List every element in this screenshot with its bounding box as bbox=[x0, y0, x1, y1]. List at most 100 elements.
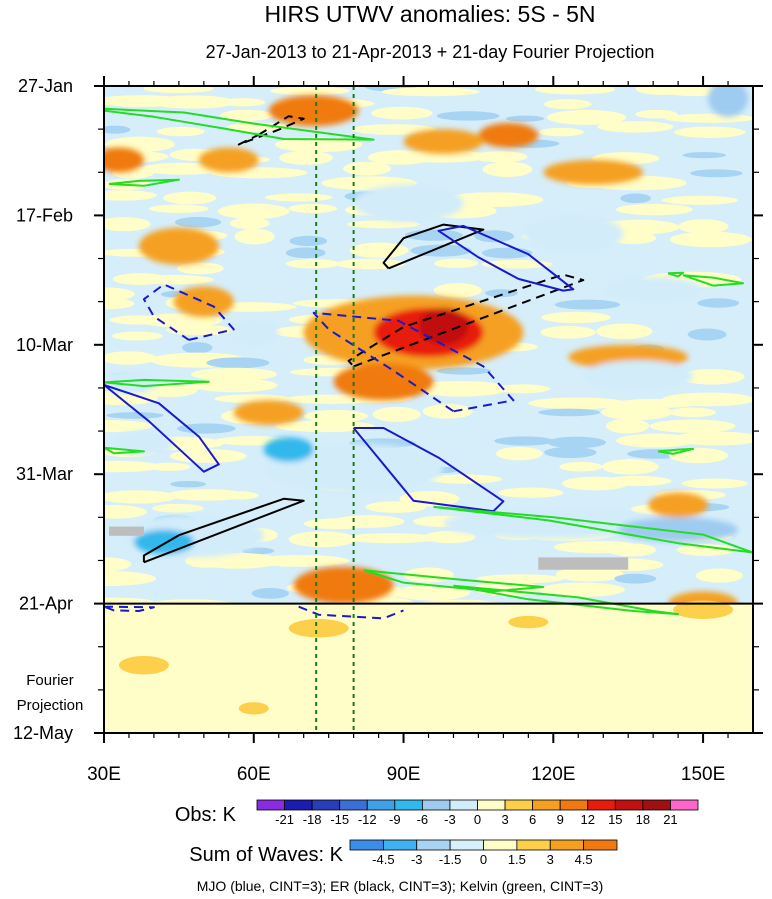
colorbar-tick-label: -15 bbox=[330, 812, 349, 827]
waves-legend: Sum of Waves: K -4.5 -3 -1.5 0 1.5 3 4.5 bbox=[189, 839, 618, 867]
colorbar-tick-label: -3 bbox=[411, 852, 423, 867]
colorbar-cell bbox=[532, 799, 561, 811]
x-tick-label: 120E bbox=[531, 764, 575, 785]
er-contour bbox=[347, 273, 585, 368]
bg-patch bbox=[217, 203, 290, 220]
bg-patch bbox=[669, 231, 752, 248]
bg-patch bbox=[422, 404, 473, 419]
projection-background bbox=[104, 603, 753, 733]
bg-patch bbox=[104, 557, 132, 572]
mjo-contour bbox=[312, 311, 515, 413]
kelvin-contour bbox=[104, 378, 210, 388]
bg-patch bbox=[345, 533, 438, 544]
colorbar-cell bbox=[559, 799, 589, 811]
bg-patch bbox=[104, 217, 151, 232]
bg-patch bbox=[539, 582, 625, 597]
bg-patch bbox=[423, 530, 476, 544]
colorbar-cell bbox=[366, 799, 396, 811]
bg-patch bbox=[436, 367, 492, 375]
colorbar-tick-label: 3 bbox=[501, 812, 508, 827]
anomaly-patch bbox=[333, 363, 434, 401]
anomaly-patch bbox=[268, 95, 359, 127]
kelvin-contour bbox=[657, 447, 695, 455]
bg-patch bbox=[194, 552, 282, 569]
obs-legend: Obs: K -21 -18 -15 -12 -9 -6 -3 0 3 6 9 12 15 18 21 bbox=[175, 799, 699, 827]
mjo-contour bbox=[437, 224, 575, 292]
bg-patch bbox=[190, 367, 278, 381]
bg-patch bbox=[528, 397, 628, 410]
anomaly-patch bbox=[233, 400, 304, 425]
missing-data-blocks bbox=[108, 526, 629, 570]
bg-patch bbox=[555, 567, 624, 582]
projection-label-line-2: Projection bbox=[17, 697, 84, 714]
bg-patch bbox=[104, 390, 159, 406]
obs-legend-colorbar: -21 -18 -15 -12 -9 -6 -3 0 3 6 9 12 15 18 21 bbox=[256, 799, 699, 827]
bg-patch bbox=[229, 217, 270, 230]
bg-patch bbox=[335, 258, 405, 270]
y-tick-label: 17-Feb bbox=[16, 205, 73, 225]
bg-patch bbox=[482, 161, 533, 177]
missing-data-block bbox=[538, 557, 629, 570]
bg-patch bbox=[498, 487, 564, 498]
bg-patch bbox=[251, 588, 289, 599]
bg-patch bbox=[427, 474, 503, 484]
anomaly-patch bbox=[104, 369, 159, 395]
mjo-contour bbox=[104, 383, 220, 473]
bg-patch bbox=[392, 585, 471, 601]
bg-patch bbox=[476, 574, 564, 584]
anomaly-patch bbox=[104, 147, 144, 173]
colorbar-tick-label: -4.5 bbox=[372, 852, 394, 867]
colorbar-tick-label: -12 bbox=[358, 812, 377, 827]
colorbar-cell bbox=[670, 799, 699, 811]
bg-patch bbox=[264, 193, 333, 202]
bg-patch bbox=[134, 274, 214, 285]
x-tick-label: 60E bbox=[237, 764, 271, 785]
anomaly-patch bbox=[603, 277, 704, 302]
kelvin-contour bbox=[104, 446, 145, 455]
bg-patch bbox=[104, 571, 157, 586]
bg-patch bbox=[251, 554, 350, 567]
colorbar-cell bbox=[614, 799, 644, 811]
colorbar-tick-label: -18 bbox=[303, 812, 322, 827]
bg-patch bbox=[150, 95, 236, 109]
bg-patch bbox=[494, 436, 555, 446]
colorbar-tick-label: -9 bbox=[389, 812, 401, 827]
mjo-contour bbox=[352, 427, 505, 513]
projection-patch bbox=[508, 615, 549, 629]
kelvin-contour bbox=[108, 178, 180, 187]
kelvin-contour bbox=[363, 569, 545, 593]
anomaly-patch bbox=[138, 227, 219, 265]
bg-patch bbox=[546, 436, 607, 449]
bg-patch bbox=[274, 136, 363, 153]
reference-lines bbox=[315, 86, 355, 733]
bg-patch bbox=[346, 220, 420, 229]
bg-patch bbox=[182, 342, 213, 354]
anomaly-patch bbox=[523, 215, 624, 253]
bg-patch bbox=[349, 242, 409, 258]
bg-patch bbox=[697, 298, 740, 308]
projection-patch bbox=[238, 702, 269, 715]
bg-patch bbox=[543, 99, 592, 110]
bg-patch bbox=[217, 491, 259, 500]
kelvin-contour bbox=[433, 505, 753, 554]
colorbar-cell bbox=[421, 799, 451, 811]
bg-patch bbox=[635, 109, 678, 119]
y-tick-label: 27-Jan bbox=[18, 76, 73, 96]
bg-patch bbox=[111, 331, 163, 341]
er-contour bbox=[142, 497, 305, 564]
bg-patch bbox=[156, 126, 205, 137]
bg-patch bbox=[538, 408, 601, 417]
bg-patch bbox=[270, 86, 350, 96]
bg-patch bbox=[381, 87, 480, 97]
bg-patch bbox=[170, 480, 207, 488]
colorbar-cell bbox=[311, 799, 341, 811]
bg-patch bbox=[615, 203, 693, 216]
bg-patch bbox=[104, 490, 177, 504]
axes: 30E 60E 90E 120E 150E 27-Jan 17-Feb 10-Mar 31-Ma… bbox=[13, 76, 763, 785]
bg-patch bbox=[433, 283, 482, 298]
colorbar-cell bbox=[449, 799, 478, 811]
bg-patch bbox=[614, 573, 657, 584]
bg-patch bbox=[343, 161, 392, 176]
bg-patch bbox=[559, 461, 603, 472]
anomaly-patch bbox=[543, 159, 644, 185]
